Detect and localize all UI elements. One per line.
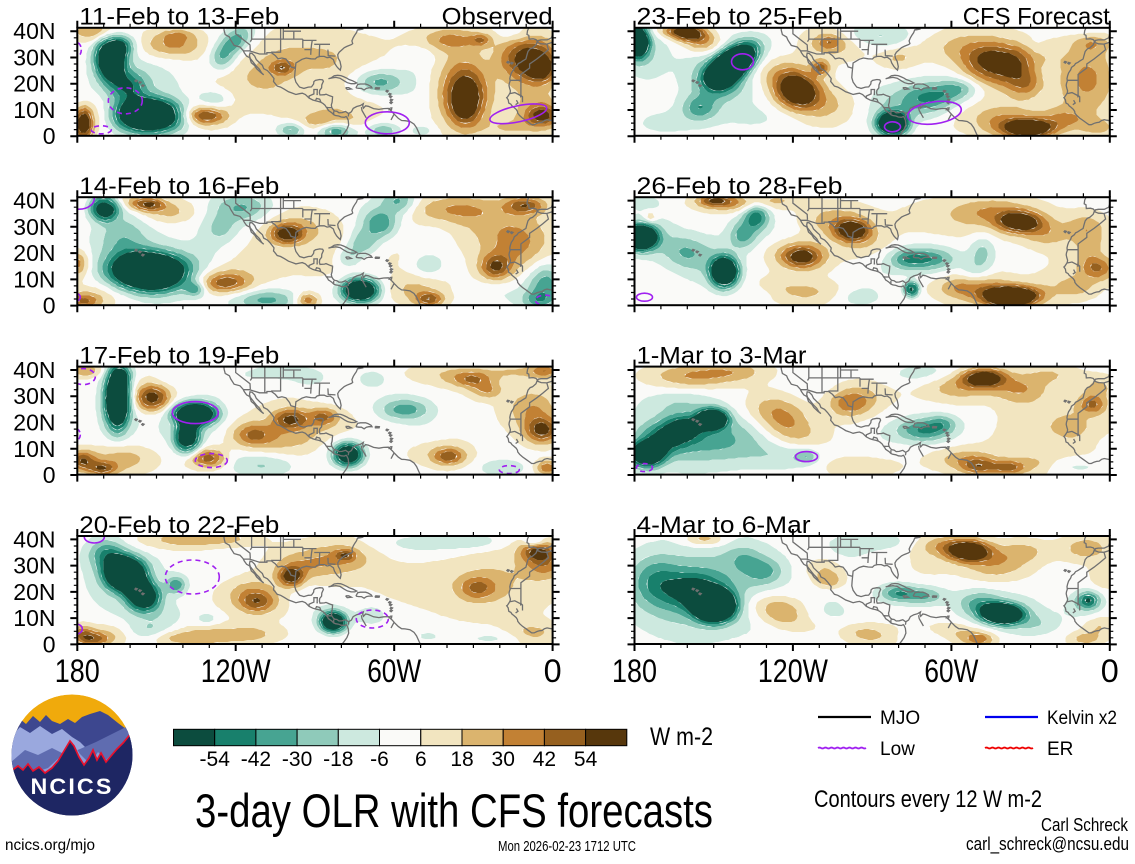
svg-text:40N: 40N — [13, 526, 55, 552]
svg-text:Low: Low — [880, 739, 915, 760]
svg-text:-6: -6 — [370, 748, 389, 771]
svg-text:17-Feb to 19-Feb: 17-Feb to 19-Feb — [79, 342, 279, 369]
svg-text:11-Feb to 13-Feb: 11-Feb to 13-Feb — [79, 4, 279, 31]
svg-text:0: 0 — [1101, 653, 1119, 689]
svg-text:0: 0 — [43, 631, 56, 657]
svg-text:23-Feb to 25-Feb: 23-Feb to 25-Feb — [637, 4, 843, 31]
svg-text:-18: -18 — [323, 748, 353, 771]
svg-text:3-day OLR with CFS forecasts: 3-day OLR with CFS forecasts — [195, 784, 713, 837]
svg-text:ncics.org/mjo: ncics.org/mjo — [5, 837, 95, 854]
svg-text:30N: 30N — [13, 553, 55, 579]
svg-text:40N: 40N — [13, 18, 55, 44]
svg-text:carl_schreck@ncsu.edu: carl_schreck@ncsu.edu — [966, 834, 1129, 855]
svg-text:60W: 60W — [924, 653, 979, 689]
svg-text:4-Mar to 6-Mar: 4-Mar to 6-Mar — [637, 512, 811, 539]
svg-text:0: 0 — [544, 653, 562, 689]
svg-text:54: 54 — [574, 748, 598, 771]
svg-text:10N: 10N — [13, 97, 55, 123]
svg-text:120W: 120W — [201, 653, 272, 689]
svg-text:180: 180 — [55, 653, 100, 689]
svg-text:-30: -30 — [282, 748, 312, 771]
svg-text:10N: 10N — [13, 605, 55, 631]
svg-text:0: 0 — [43, 123, 56, 149]
svg-text:180: 180 — [612, 653, 657, 689]
svg-text:40N: 40N — [13, 188, 55, 214]
svg-text:MJO: MJO — [880, 708, 920, 729]
svg-text:26-Feb to 28-Feb: 26-Feb to 28-Feb — [637, 173, 843, 200]
svg-text:20N: 20N — [13, 240, 55, 266]
svg-text:30N: 30N — [13, 45, 55, 71]
svg-text:10N: 10N — [13, 266, 55, 292]
svg-text:Contours every 12 W m-2: Contours every 12 W m-2 — [814, 786, 1042, 813]
svg-text:14-Feb to 16-Feb: 14-Feb to 16-Feb — [79, 173, 279, 200]
svg-text:20-Feb to 22-Feb: 20-Feb to 22-Feb — [79, 512, 279, 539]
svg-text:ER: ER — [1047, 739, 1073, 760]
svg-text:20N: 20N — [13, 71, 55, 97]
svg-text:Mon 2026-02-23 1712 UTC: Mon 2026-02-23 1712 UTC — [498, 838, 636, 855]
svg-text:1-Mar to 3-Mar: 1-Mar to 3-Mar — [637, 342, 807, 369]
svg-text:-42: -42 — [241, 748, 271, 771]
svg-text:Observed: Observed — [442, 4, 553, 31]
svg-text:CFS Forecast: CFS Forecast — [963, 4, 1110, 31]
svg-text:0: 0 — [43, 293, 56, 319]
svg-text:0: 0 — [43, 462, 56, 488]
svg-text:42: 42 — [533, 748, 556, 771]
svg-text:10N: 10N — [13, 436, 55, 462]
svg-text:-54: -54 — [200, 748, 231, 771]
svg-text:20N: 20N — [13, 410, 55, 436]
svg-text:NCICS: NCICS — [31, 774, 114, 799]
svg-text:60W: 60W — [367, 653, 422, 689]
svg-text:Kelvin x2: Kelvin x2 — [1047, 708, 1117, 729]
svg-text:40N: 40N — [13, 357, 55, 383]
svg-text:W m-2: W m-2 — [650, 723, 713, 751]
svg-text:120W: 120W — [758, 653, 829, 689]
svg-text:30: 30 — [492, 748, 515, 771]
svg-text:Carl Schreck: Carl Schreck — [1041, 815, 1129, 835]
svg-text:18: 18 — [450, 748, 473, 771]
svg-text:6: 6 — [415, 748, 427, 771]
svg-text:30N: 30N — [13, 214, 55, 240]
svg-text:20N: 20N — [13, 579, 55, 605]
svg-text:30N: 30N — [13, 383, 55, 409]
